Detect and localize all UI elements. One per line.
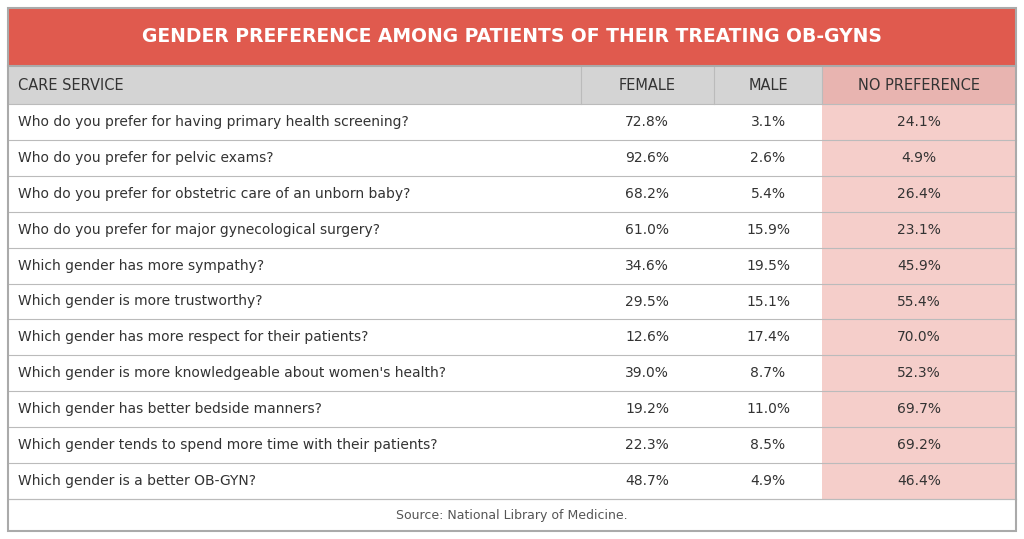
Bar — [822, 391, 1016, 427]
Text: 70.0%: 70.0% — [897, 330, 941, 344]
Text: 34.6%: 34.6% — [625, 259, 669, 273]
Bar — [822, 212, 1016, 247]
Text: 19.5%: 19.5% — [746, 259, 791, 273]
Text: Which gender is more trustworthy?: Which gender is more trustworthy? — [18, 294, 262, 308]
Bar — [822, 247, 1016, 284]
Text: Which gender has more sympathy?: Which gender has more sympathy? — [18, 259, 264, 273]
Text: 24.1%: 24.1% — [897, 115, 941, 129]
Bar — [822, 427, 1016, 463]
Bar — [822, 463, 1016, 499]
Text: 48.7%: 48.7% — [625, 474, 669, 488]
Bar — [8, 499, 1016, 531]
Text: FEMALE: FEMALE — [618, 78, 676, 93]
Text: 69.7%: 69.7% — [897, 402, 941, 416]
Text: Which gender has better bedside manners?: Which gender has better bedside manners? — [18, 402, 322, 416]
Text: 92.6%: 92.6% — [625, 151, 669, 165]
Text: 23.1%: 23.1% — [897, 223, 941, 237]
Text: 69.2%: 69.2% — [897, 438, 941, 452]
Text: 45.9%: 45.9% — [897, 259, 941, 273]
Bar — [8, 212, 822, 247]
Bar — [8, 104, 822, 140]
Text: Which gender has more respect for their patients?: Which gender has more respect for their … — [18, 330, 369, 344]
Text: 3.1%: 3.1% — [751, 115, 785, 129]
Text: 72.8%: 72.8% — [625, 115, 669, 129]
Text: 4.9%: 4.9% — [751, 474, 785, 488]
Text: MALE: MALE — [749, 78, 787, 93]
Text: 61.0%: 61.0% — [625, 223, 669, 237]
Bar — [8, 355, 822, 391]
Text: Who do you prefer for major gynecological surgery?: Who do you prefer for major gynecologica… — [18, 223, 380, 237]
Text: 11.0%: 11.0% — [746, 402, 791, 416]
Text: 15.9%: 15.9% — [746, 223, 791, 237]
Text: 15.1%: 15.1% — [746, 294, 791, 308]
Bar — [8, 8, 1016, 66]
Text: 39.0%: 39.0% — [625, 367, 669, 381]
Text: 8.5%: 8.5% — [751, 438, 785, 452]
Text: NO PREFERENCE: NO PREFERENCE — [858, 78, 980, 93]
Bar — [8, 66, 1016, 104]
Text: Who do you prefer for pelvic exams?: Who do you prefer for pelvic exams? — [18, 151, 273, 165]
Bar — [822, 355, 1016, 391]
Text: Who do you prefer for obstetric care of an unborn baby?: Who do you prefer for obstetric care of … — [18, 187, 411, 201]
Bar — [822, 140, 1016, 176]
Text: Source: National Library of Medicine.: Source: National Library of Medicine. — [396, 508, 628, 522]
Text: 26.4%: 26.4% — [897, 187, 941, 201]
Text: 5.4%: 5.4% — [751, 187, 785, 201]
Text: CARE SERVICE: CARE SERVICE — [18, 78, 124, 93]
Text: 19.2%: 19.2% — [625, 402, 669, 416]
Bar — [8, 140, 822, 176]
Text: 12.6%: 12.6% — [625, 330, 669, 344]
Bar — [8, 284, 822, 320]
Text: 8.7%: 8.7% — [751, 367, 785, 381]
Text: Which gender is more knowledgeable about women's health?: Which gender is more knowledgeable about… — [18, 367, 446, 381]
Bar — [822, 320, 1016, 355]
Text: Who do you prefer for having primary health screening?: Who do you prefer for having primary hea… — [18, 115, 409, 129]
Text: 55.4%: 55.4% — [897, 294, 941, 308]
Bar — [822, 176, 1016, 212]
Bar — [8, 176, 822, 212]
Bar — [822, 66, 1016, 104]
Text: 17.4%: 17.4% — [746, 330, 790, 344]
Text: Which gender tends to spend more time with their patients?: Which gender tends to spend more time wi… — [18, 438, 437, 452]
Text: Which gender is a better OB-GYN?: Which gender is a better OB-GYN? — [18, 474, 256, 488]
Bar — [822, 104, 1016, 140]
Bar — [8, 463, 822, 499]
Text: 52.3%: 52.3% — [897, 367, 941, 381]
Bar — [8, 247, 822, 284]
Bar — [8, 391, 822, 427]
Bar — [8, 427, 822, 463]
Text: 68.2%: 68.2% — [625, 187, 669, 201]
Text: 46.4%: 46.4% — [897, 474, 941, 488]
Text: 4.9%: 4.9% — [902, 151, 937, 165]
Text: 2.6%: 2.6% — [751, 151, 785, 165]
Text: 22.3%: 22.3% — [626, 438, 669, 452]
Text: 29.5%: 29.5% — [625, 294, 669, 308]
Bar — [822, 284, 1016, 320]
Text: GENDER PREFERENCE AMONG PATIENTS OF THEIR TREATING OB-GYNS: GENDER PREFERENCE AMONG PATIENTS OF THEI… — [142, 27, 882, 46]
Bar — [8, 320, 822, 355]
